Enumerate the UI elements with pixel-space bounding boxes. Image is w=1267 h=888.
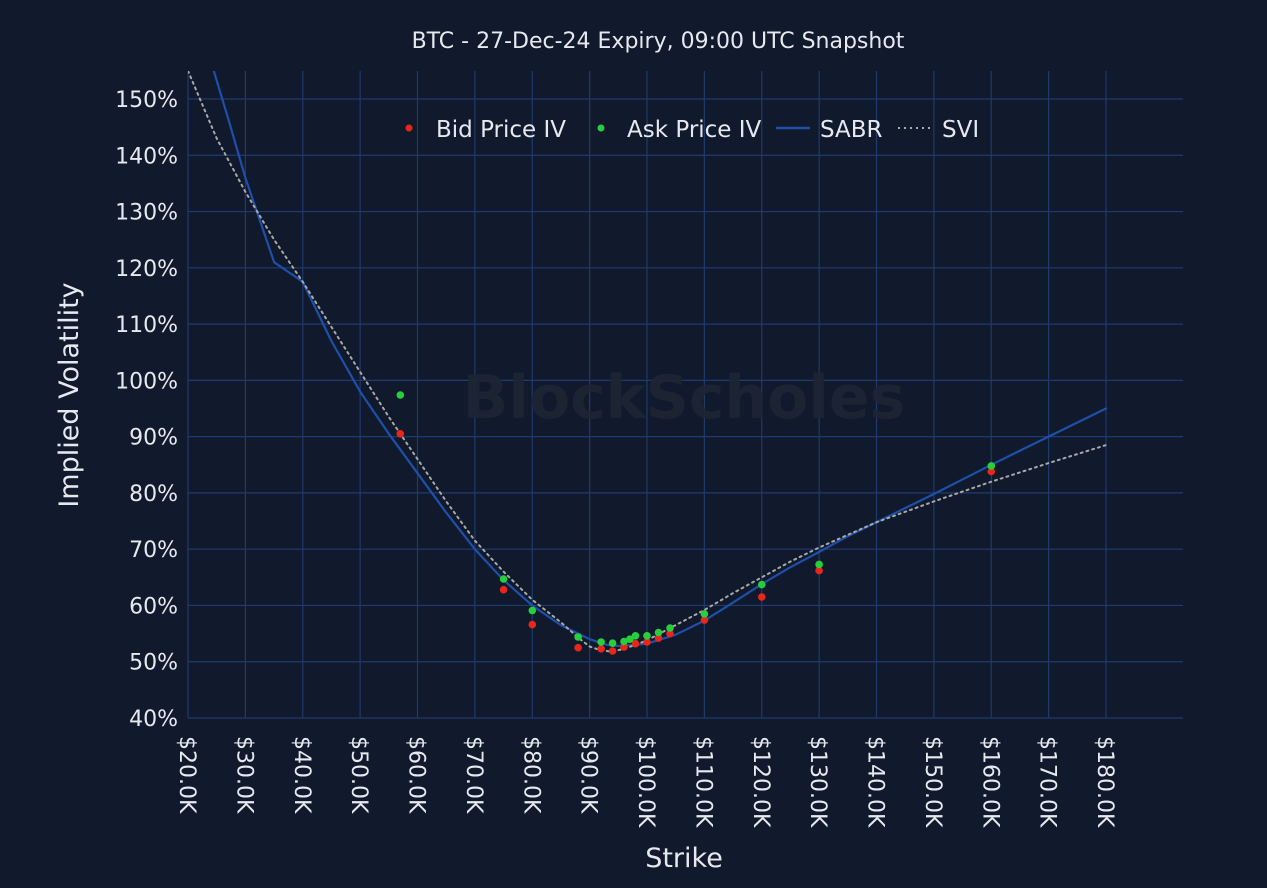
bid-iv-point (396, 430, 405, 438)
grid (187, 71, 1183, 719)
bid-iv-point (700, 616, 709, 624)
ask-iv-point (666, 624, 674, 632)
y-tick-label: 90% (129, 426, 178, 451)
x-tick-label: $80.0K (518, 736, 543, 814)
x-tick-label: $170.0K (1035, 736, 1060, 828)
ask-iv-point (631, 632, 640, 640)
y-tick-label: 50% (129, 651, 178, 676)
x-tick-label: $60.0K (404, 736, 429, 814)
x-tick-label: $120.0K (748, 736, 773, 828)
x-tick-label: $130.0K (805, 736, 830, 828)
ask-iv-point (528, 606, 537, 615)
x-axis-ticks: $20.0K $30.0K $40.0K $50.0K $60.0K $70.0K $80.… (174, 736, 1117, 828)
bid-iv-point (758, 593, 766, 601)
y-tick-label: 100% (115, 369, 178, 394)
x-tick-label: $50.0K (346, 736, 371, 814)
y-axis-ticks: 40% 50% 60% 70% 80% 90% 100% 110% 120% 130% 140% 15… (115, 88, 178, 732)
legend-ask-label: Ask Price IV (627, 117, 762, 143)
watermark: BlockScholes (463, 363, 906, 433)
bid-iv-point (608, 647, 617, 655)
x-tick-label: $70.0K (461, 736, 486, 814)
bid-iv-point (528, 620, 537, 629)
bid-iv-point (987, 467, 996, 476)
ask-iv-point (620, 637, 628, 646)
ask-iv-point (499, 575, 508, 583)
ask-iv-point (643, 632, 651, 640)
legend-bid-marker (405, 124, 413, 132)
bid-iv-point (597, 645, 605, 653)
x-tick-label: $180.0K (1092, 736, 1117, 828)
x-tick-label: $30.0K (231, 736, 256, 814)
ask-iv-point (654, 628, 663, 637)
svi-curve (188, 71, 1107, 653)
x-tick-label: $150.0K (920, 736, 945, 828)
bid-iv-point (574, 643, 582, 652)
y-axis-label: Implied Volatility (54, 282, 85, 507)
x-tick-label: $20.0K (174, 736, 199, 814)
y-tick-label: 110% (115, 313, 178, 338)
ask-iv-point (574, 633, 582, 641)
legend-ask-marker (597, 124, 605, 132)
legend-svi-label: SVI (942, 117, 979, 143)
y-tick-label: 80% (129, 482, 178, 507)
ask-iv-point (597, 638, 605, 646)
legend-sabr-label: SABR (820, 117, 883, 143)
bid-iv-point (815, 566, 823, 575)
x-tick-label: $140.0K (863, 736, 888, 828)
x-tick-label: $90.0K (576, 736, 601, 814)
chart-title: BTC - 27-Dec-24 Expiry, 09:00 UTC Snapsh… (412, 29, 905, 54)
ask-iv-point (626, 635, 634, 643)
y-tick-label: 130% (115, 201, 178, 226)
legend-bid-label: Bid Price IV (436, 117, 566, 143)
x-tick-label: $100.0K (633, 736, 658, 828)
x-axis-label: Strike (645, 843, 723, 874)
marker-layer (396, 391, 996, 655)
x-tick-label: $40.0K (289, 736, 314, 814)
bid-iv-point (666, 629, 674, 638)
bid-iv-point (643, 638, 651, 646)
y-tick-label: 70% (129, 538, 178, 563)
series-layer (188, 71, 1108, 653)
y-tick-label: 150% (115, 88, 178, 113)
bid-iv-point (620, 643, 628, 651)
legend: Bid Price IV Ask Price IV SABR SVI (405, 117, 979, 143)
y-tick-label: 140% (115, 144, 178, 169)
sabr-curve (212, 71, 1108, 648)
x-tick-label: $160.0K (977, 736, 1002, 828)
y-tick-label: 40% (129, 707, 178, 732)
y-tick-label: 60% (129, 594, 178, 619)
y-tick-label: 120% (115, 257, 178, 282)
bid-iv-point (631, 639, 640, 648)
ask-iv-point (396, 391, 405, 399)
x-tick-label: $110.0K (690, 736, 715, 828)
ask-iv-point (815, 560, 823, 569)
ask-iv-point (608, 639, 617, 647)
ask-iv-point (987, 462, 996, 470)
bid-iv-point (654, 634, 663, 642)
ask-iv-point (758, 580, 766, 589)
bid-iv-point (499, 585, 508, 594)
ask-iv-point (700, 610, 709, 618)
